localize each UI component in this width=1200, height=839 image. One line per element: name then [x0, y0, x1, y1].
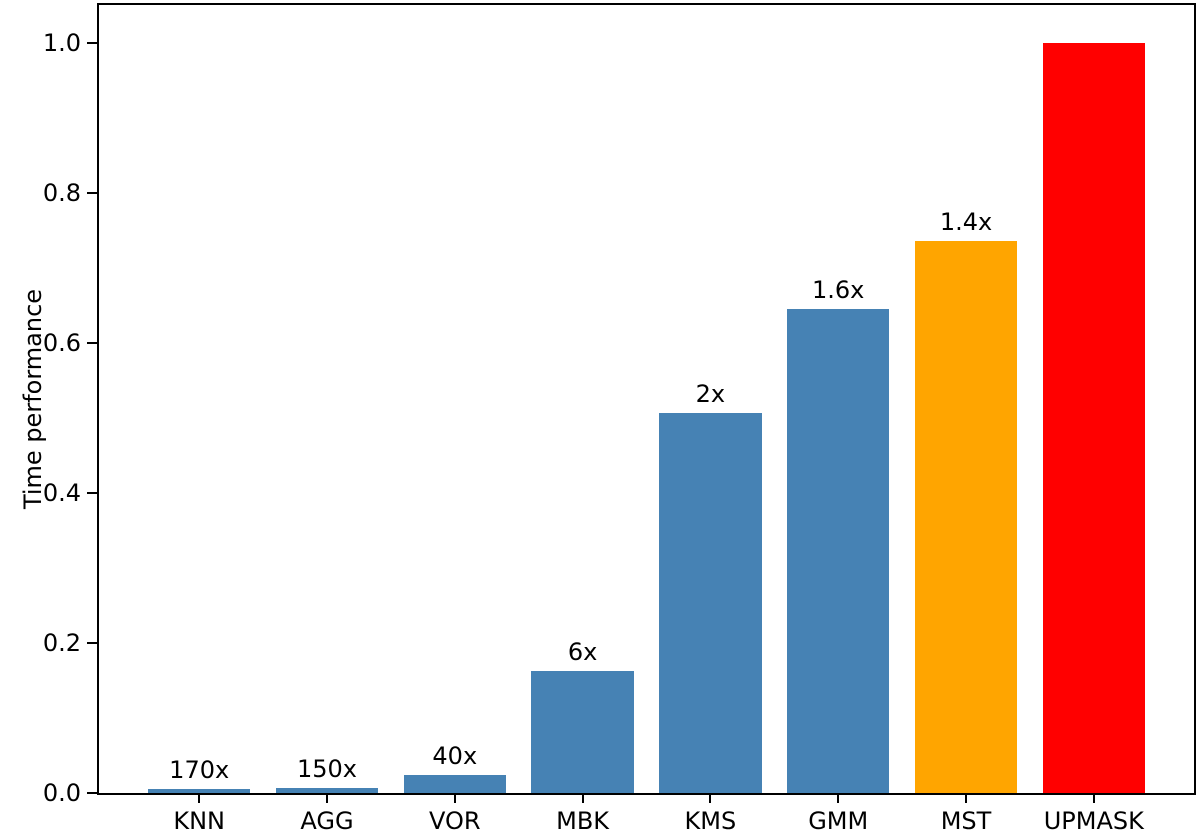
x-tick-label-mbk: MBK: [556, 807, 610, 835]
x-tick-upmask: [1092, 793, 1095, 803]
bar-mbk: [531, 671, 634, 793]
y-tick-0.8: [87, 191, 97, 194]
x-tick-label-gmm: GMM: [808, 807, 869, 835]
bar-agg: [275, 787, 379, 793]
x-tick-vor: [453, 793, 456, 803]
y-tick-label-0.8: 0.8: [42, 178, 81, 207]
y-tick-0.2: [87, 641, 97, 644]
bar-annotation-kms: 2x: [695, 379, 726, 408]
y-tick-0.0: [87, 792, 97, 794]
x-tick-label-kms: KMS: [684, 807, 737, 835]
bar-annotation-mbk: 6x: [567, 638, 598, 667]
x-tick-mst: [965, 793, 967, 803]
bar-knn: [148, 788, 251, 793]
x-tick-kms: [709, 793, 712, 803]
bar-annotation-mst: 1.4x: [939, 208, 993, 237]
x-tick-label-vor: VOR: [429, 807, 481, 835]
y-axis-label: Time performance: [19, 288, 47, 510]
y-tick-label-0.6: 0.6: [42, 328, 81, 357]
bar-mst: [914, 241, 1018, 793]
y-tick-label-0.2: 0.2: [42, 628, 81, 657]
bar-annotation-gmm: 1.6x: [812, 275, 865, 304]
plot-area: 0.0 0.2 0.4 0.6 0.8 1.0 170x KNN 150x AGG 40x VOR 6x…: [43, 3, 1196, 835]
bar-annotation-vor: 40x: [432, 742, 478, 770]
y-tick-label-1.0: 1.0: [42, 28, 81, 57]
y-tick-label-0.0: 0.0: [42, 779, 81, 807]
x-tick-knn: [198, 793, 201, 803]
x-tick-agg: [325, 793, 328, 803]
bar-gmm: [787, 308, 890, 793]
bar-annotation-agg: 150x: [296, 754, 357, 783]
x-tick-label-upmask: UPMASK: [1043, 807, 1144, 835]
x-tick-label-mst: MST: [940, 807, 992, 835]
x-tick-label-agg: AGG: [300, 807, 354, 835]
bar-annotation-knn: 170x: [169, 755, 230, 784]
y-tick-label-0.4: 0.4: [42, 478, 81, 507]
bar-upmask: [1042, 42, 1145, 793]
bar-kms: [659, 412, 762, 793]
bar-vor: [403, 775, 506, 793]
x-tick-label-knn: KNN: [173, 807, 226, 835]
y-tick-0.4: [87, 491, 97, 494]
x-tick-mbk: [581, 793, 584, 803]
y-tick-1.0: [87, 41, 97, 44]
y-tick-0.6: [87, 341, 97, 344]
x-tick-gmm: [837, 793, 840, 803]
